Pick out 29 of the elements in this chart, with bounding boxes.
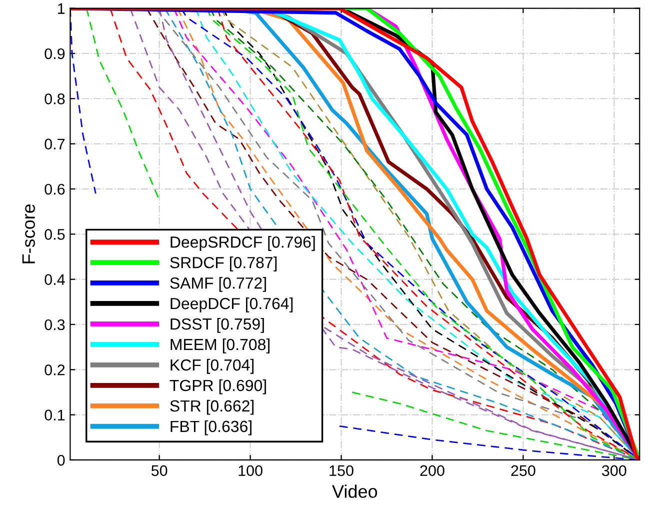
- x-axis-title: Video: [332, 484, 378, 498]
- y-tick-label: 0: [57, 454, 65, 466]
- y-tick-label: 0.1: [44, 410, 65, 420]
- legend-label: FBT [0.636]: [170, 420, 252, 436]
- x-tick-label: 150: [330, 465, 354, 476]
- legend-label: DeepDCF [0.764]: [170, 297, 293, 312]
- x-tick-label: 50: [151, 465, 168, 476]
- y-tick-label: 0.6: [44, 184, 65, 195]
- y-tick-label: 0.9: [44, 48, 65, 60]
- y-axis-title: F-score: [22, 204, 35, 264]
- x-tick-label: 300: [602, 465, 626, 476]
- y-tick-label: 0.2: [44, 364, 65, 376]
- legend-label: MEEM [0.708]: [170, 338, 270, 354]
- legend-label: DeepSRDCF [0.796]: [170, 236, 315, 251]
- y-tick-label: 0.4: [44, 274, 65, 285]
- legend-label: STR [0.662]: [170, 400, 254, 415]
- legend-label: TGPR [0.690]: [170, 379, 266, 394]
- y-tick-label: 0.7: [44, 138, 65, 150]
- y-tick-label: 0.3: [44, 319, 65, 330]
- legend-label: SRDCF [0.787]: [170, 256, 277, 272]
- y-tick-label: 1: [58, 3, 65, 14]
- y-tick-label: 0.8: [44, 93, 65, 104]
- x-tick-label: 250: [511, 465, 536, 476]
- legend-label: DSST [0.759]: [170, 318, 264, 333]
- legend-label: SAMF [0.772]: [170, 277, 266, 292]
- legend-label: KCF [0.704]: [170, 358, 254, 374]
- x-tick-label: 100: [238, 465, 262, 476]
- x-tick-label: 200: [420, 465, 444, 476]
- y-tick-label: 0.5: [44, 229, 65, 240]
